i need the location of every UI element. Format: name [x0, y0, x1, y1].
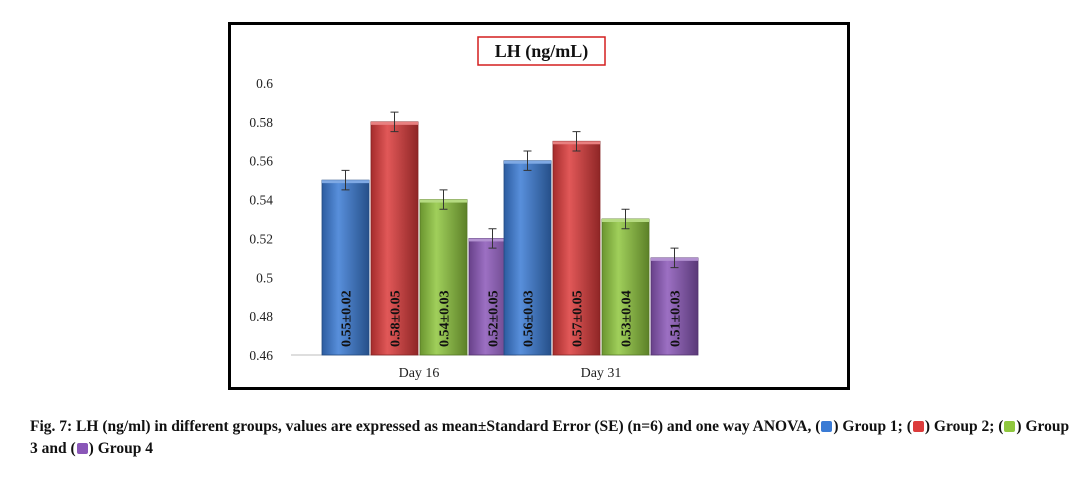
bar-group-1-day-31 [503, 160, 552, 356]
chart-frame: 0.46 0.48 0.5 0.52 0.54 0.56 0.58 0.6 Day 16 0.5… [228, 22, 850, 390]
bar-data-label: 0.52±0.05 [487, 290, 502, 347]
error-bar [621, 208, 630, 230]
bar-data-label: 0.55±0.02 [340, 290, 355, 347]
bar-chart: 0.46 0.48 0.5 0.52 0.54 0.56 0.58 0.6 Day 16 0.5… [249, 36, 699, 381]
bar-data-label: 0.56±0.03 [522, 290, 537, 347]
bar-data-label: 0.54±0.03 [438, 290, 453, 347]
bar-group-3-day-16 [419, 199, 468, 356]
error-bar [572, 131, 581, 152]
bar-data-label: 0.58±0.05 [389, 290, 404, 347]
bar-group-1-day-16 [321, 179, 370, 356]
y-tick-label: 0.54 [249, 193, 273, 208]
caption-text-1: Fig. 7: LH (ng/ml) in different groups, … [30, 418, 821, 435]
x-category-label: Day 31 [581, 366, 622, 381]
figure-caption: Fig. 7: LH (ng/ml) in different groups, … [30, 416, 1070, 460]
chart-title: LH (ng/mL) [495, 41, 589, 62]
caption-text-4: ) Group 3 and ( [30, 418, 1070, 457]
legend-swatch-group-1 [821, 421, 833, 432]
bar-data-label: 0.53±0.04 [620, 290, 635, 347]
bar-data-label: 0.57±0.05 [571, 290, 586, 347]
caption-text-2: ) Group 1; ( [833, 418, 912, 435]
bar-data-label: 0.51±0.03 [669, 290, 684, 347]
legend-swatch-group-3 [1004, 421, 1016, 432]
y-tick-label: 0.48 [249, 309, 273, 324]
caption-text-3: ) Group 2; ( [924, 418, 1004, 435]
error-bar [390, 111, 399, 133]
error-bar [488, 228, 497, 249]
bar-group-4-day-31 [650, 257, 699, 356]
y-tick-label: 0.6 [256, 76, 273, 91]
legend-swatch-group-4 [76, 443, 88, 454]
error-bar [670, 247, 679, 269]
x-category-label: Day 16 [399, 366, 440, 381]
legend-swatch-group-2 [912, 421, 924, 432]
y-tick-label: 0.56 [249, 154, 273, 169]
y-tick-label: 0.58 [249, 115, 273, 130]
chart-title-box [477, 36, 606, 66]
bar-group-2-day-31 [552, 140, 601, 356]
error-bar [439, 189, 448, 210]
y-tick-label: 0.46 [249, 348, 273, 363]
y-tick-label: 0.52 [249, 231, 273, 246]
y-tick-label: 0.5 [256, 270, 273, 285]
caption-text-5: ) Group 4 [88, 440, 153, 457]
bar-group-3-day-31 [601, 218, 650, 356]
error-bar [523, 150, 532, 171]
error-bar [341, 169, 350, 191]
